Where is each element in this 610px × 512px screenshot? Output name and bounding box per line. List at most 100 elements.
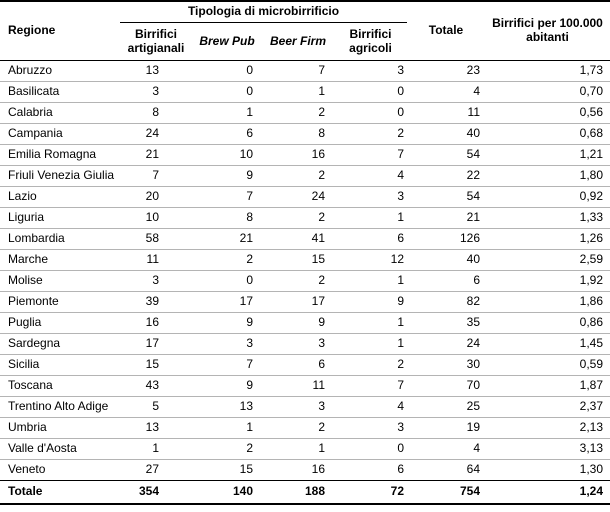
totale-cell: 22	[407, 165, 485, 186]
column-header-birrifici-agricoli: Birrifici agricoli	[349, 26, 392, 55]
birrifici-artigianali-cell: 5	[120, 396, 192, 417]
totale-cell: 19	[407, 417, 485, 438]
table-row: Friuli Venezia Giulia 7 9 2 4 22 1,80	[0, 165, 610, 186]
region-name-cell: Umbria	[0, 417, 120, 438]
header-group-row: Regione Tipologia di microbirrificio Tot…	[0, 2, 610, 44]
beer-firm-cell: 16	[262, 144, 334, 165]
brew-pub-cell: 17	[192, 291, 262, 312]
birrifici-agricoli-cell: 12	[334, 249, 407, 270]
birrifici-agricoli-cell: 4	[334, 396, 407, 417]
per-100k-cell: 1,86	[485, 291, 610, 312]
birrifici-agricoli-cell: 1	[334, 270, 407, 291]
region-name-cell: Abruzzo	[0, 60, 120, 81]
table-row: Sardegna 17 3 3 1 24 1,45	[0, 333, 610, 354]
birrifici-agricoli-cell: 6	[334, 228, 407, 249]
column-header-totale: Totale	[428, 23, 464, 38]
totale-cell: 23	[407, 60, 485, 81]
birrifici-agricoli-cell: 0	[334, 438, 407, 459]
beer-firm-cell: 2	[262, 102, 334, 123]
birrifici-agricoli-cell: 2	[334, 354, 407, 375]
brew-pub-cell: 0	[192, 270, 262, 291]
birrifici-artigianali-cell: 17	[120, 333, 192, 354]
region-name-cell: Marche	[0, 249, 120, 270]
region-name-cell: Friuli Venezia Giulia	[0, 165, 120, 186]
table-row: Campania 24 6 8 2 40 0,68	[0, 123, 610, 144]
region-name-cell: Piemonte	[0, 291, 120, 312]
header-sub-row: Birrifici artigianali Brew Pub Beer Firm…	[0, 23, 610, 60]
table-row: Emilia Romagna 21 10 16 7 54 1,21	[0, 144, 610, 165]
totale-cell: 4	[407, 438, 485, 459]
totale-cell: 24	[407, 333, 485, 354]
region-name-cell: Sardegna	[0, 333, 120, 354]
region-name-cell: Liguria	[0, 207, 120, 228]
beer-firm-cell: 17	[262, 291, 334, 312]
region-name-cell: Lazio	[0, 186, 120, 207]
totals-row: Totale 354 140 188 72 754 1,24	[0, 480, 610, 503]
per-100k-cell: 3,13	[485, 438, 610, 459]
totale-cell: 126	[407, 228, 485, 249]
totale-cell: 82	[407, 291, 485, 312]
per-100k-cell: 1,92	[485, 270, 610, 291]
per-100k-cell: 0,92	[485, 186, 610, 207]
birrifici-artigianali-cell: 3	[120, 270, 192, 291]
region-name-cell: Molise	[0, 270, 120, 291]
brew-pub-cell: 7	[192, 186, 262, 207]
table-row: Molise 3 0 2 1 6 1,92	[0, 270, 610, 291]
beer-firm-cell: 11	[262, 375, 334, 396]
brew-pub-cell: 15	[192, 459, 262, 480]
totale-cell: 25	[407, 396, 485, 417]
table-row: Veneto 27 15 16 6 64 1,30	[0, 459, 610, 480]
birrifici-agricoli-cell: 4	[334, 165, 407, 186]
region-name-cell: Trentino Alto Adige	[0, 396, 120, 417]
per-100k-cell: 1,33	[485, 207, 610, 228]
beer-firm-cell: 2	[262, 165, 334, 186]
birrifici-artigianali-cell: 43	[120, 375, 192, 396]
birrifici-agricoli-cell: 72	[334, 480, 407, 503]
beer-firm-cell: 2	[262, 417, 334, 438]
totale-cell: 70	[407, 375, 485, 396]
birrifici-artigianali-cell: 16	[120, 312, 192, 333]
table-row: Abruzzo 13 0 7 3 23 1,73	[0, 60, 610, 81]
brew-pub-cell: 2	[192, 249, 262, 270]
column-header-brew-pub: Brew Pub	[199, 33, 255, 48]
totale-cell: 754	[407, 480, 485, 503]
beer-firm-cell: 3	[262, 396, 334, 417]
totale-cell: 6	[407, 270, 485, 291]
region-name-cell: Basilicata	[0, 81, 120, 102]
region-name-cell: Puglia	[0, 312, 120, 333]
brew-pub-cell: 9	[192, 165, 262, 186]
beer-firm-cell: 188	[262, 480, 334, 503]
totale-cell: 35	[407, 312, 485, 333]
region-name-cell: Emilia Romagna	[0, 144, 120, 165]
per-100k-cell: 0,68	[485, 123, 610, 144]
totale-cell: 40	[407, 249, 485, 270]
beer-firm-cell: 9	[262, 312, 334, 333]
birrifici-agricoli-cell: 1	[334, 312, 407, 333]
table-row: Trentino Alto Adige 5 13 3 4 25 2,37	[0, 396, 610, 417]
beer-firm-cell: 24	[262, 186, 334, 207]
birrifici-artigianali-cell: 21	[120, 144, 192, 165]
brew-pub-cell: 9	[192, 375, 262, 396]
birrifici-artigianali-cell: 24	[120, 123, 192, 144]
column-header-beer-firm: Beer Firm	[269, 33, 327, 48]
region-name-cell: Lombardia	[0, 228, 120, 249]
region-name-cell: Sicilia	[0, 354, 120, 375]
brew-pub-cell: 21	[192, 228, 262, 249]
birrifici-artigianali-cell: 39	[120, 291, 192, 312]
birrifici-agricoli-cell: 3	[334, 186, 407, 207]
birrifici-artigianali-cell: 13	[120, 417, 192, 438]
totale-cell: 4	[407, 81, 485, 102]
beer-firm-cell: 7	[262, 60, 334, 81]
brew-pub-cell: 13	[192, 396, 262, 417]
brew-pub-cell: 1	[192, 417, 262, 438]
per-100k-cell: 0,70	[485, 81, 610, 102]
table-row: Basilicata 3 0 1 0 4 0,70	[0, 81, 610, 102]
brew-pub-cell: 1	[192, 102, 262, 123]
table-row: Lazio 20 7 24 3 54 0,92	[0, 186, 610, 207]
column-header-birrifici-artigianali: Birrifici artigianali	[127, 26, 185, 55]
brew-pub-cell: 6	[192, 123, 262, 144]
per-100k-cell: 1,87	[485, 375, 610, 396]
per-100k-cell: 2,37	[485, 396, 610, 417]
per-100k-cell: 0,86	[485, 312, 610, 333]
